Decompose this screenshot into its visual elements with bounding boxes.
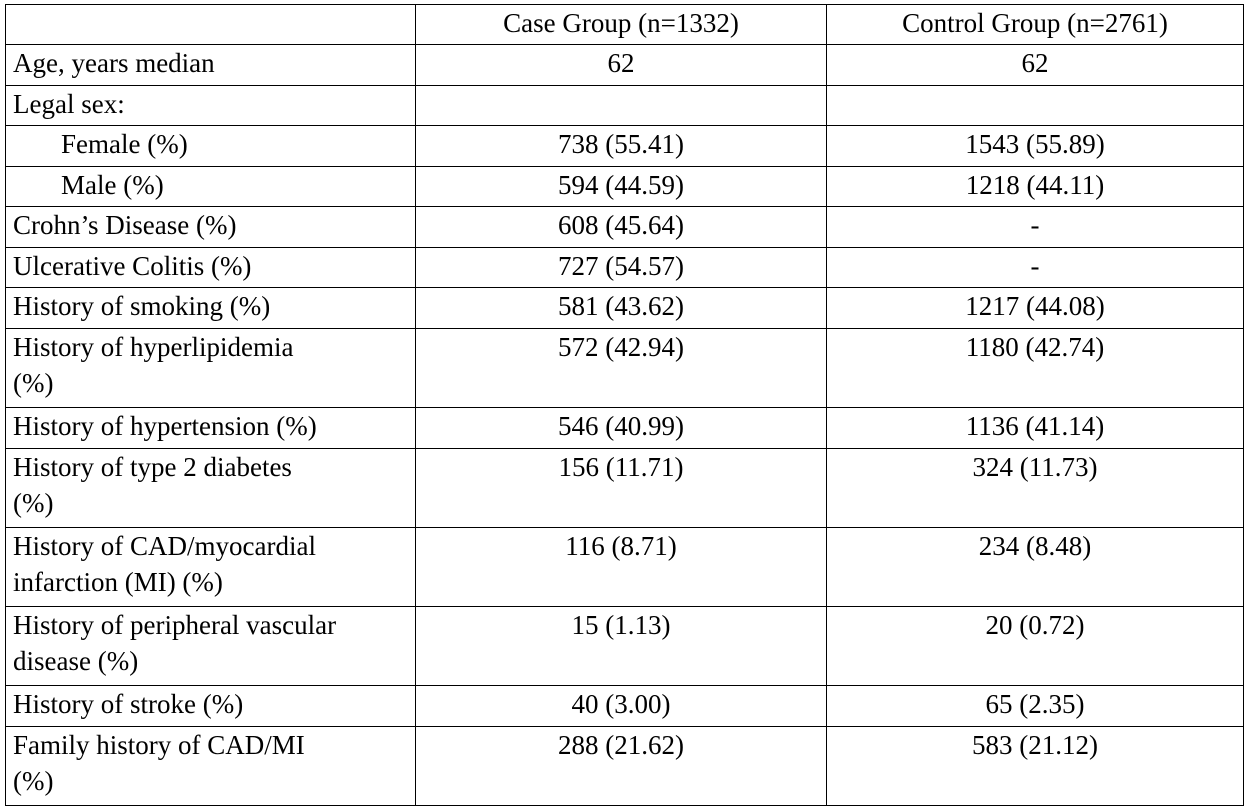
row-label-line: (%) xyxy=(13,368,54,398)
control-value: 1543 (55.89) xyxy=(826,125,1244,167)
row-label: Family history of CAD/MI (%) xyxy=(5,726,416,806)
table-row: Age, years median 62 62 xyxy=(5,44,1244,86)
case-value: 738 (55.41) xyxy=(415,125,827,167)
control-value: 234 (8.48) xyxy=(826,527,1244,607)
case-value: 156 (11.71) xyxy=(415,448,827,528)
row-label-line: History of CAD/myocardial xyxy=(13,531,316,561)
control-value: - xyxy=(826,206,1244,248)
row-label: Male (%) xyxy=(5,166,416,207)
row-label-line: History of hyperlipidemia xyxy=(13,332,294,362)
row-label: Age, years median xyxy=(5,44,416,86)
table-row: Male (%) 594 (44.59) 1218 (44.11) xyxy=(5,166,1244,207)
case-value: 546 (40.99) xyxy=(415,407,827,449)
case-value: 608 (45.64) xyxy=(415,206,827,248)
row-label-line: (%) xyxy=(13,766,54,796)
table-row: History of smoking (%) 581 (43.62) 1217 … xyxy=(5,287,1244,329)
row-label-line: History of peripheral vascular xyxy=(13,610,337,640)
row-label: History of stroke (%) xyxy=(5,685,416,727)
control-value: 1217 (44.08) xyxy=(826,287,1244,329)
control-value: 62 xyxy=(826,44,1244,86)
row-label: Crohn’s Disease (%) xyxy=(5,206,416,248)
table-row: History of hypertension (%) 546 (40.99) … xyxy=(5,407,1244,449)
demographics-table: Case Group (n=1332) Control Group (n=276… xyxy=(5,4,1244,806)
row-label: History of hypertension (%) xyxy=(5,407,416,449)
control-value: - xyxy=(826,247,1244,288)
table-row: Ulcerative Colitis (%) 727 (54.57) - xyxy=(5,247,1244,288)
row-label: History of smoking (%) xyxy=(5,287,416,329)
control-value xyxy=(826,85,1244,126)
case-value: 288 (21.62) xyxy=(415,726,827,806)
row-label: Ulcerative Colitis (%) xyxy=(5,247,416,288)
table-row: History of stroke (%) 40 (3.00) 65 (2.35… xyxy=(5,685,1244,727)
table-row: Family history of CAD/MI (%) 288 (21.62) … xyxy=(5,726,1244,806)
case-value: 594 (44.59) xyxy=(415,166,827,207)
case-value xyxy=(415,85,827,126)
case-value: 581 (43.62) xyxy=(415,287,827,329)
control-value: 324 (11.73) xyxy=(826,448,1244,528)
row-label: Legal sex: xyxy=(5,85,416,126)
row-label-line: disease (%) xyxy=(13,646,139,676)
row-label: History of CAD/myocardial infarction (MI)… xyxy=(5,527,416,607)
row-label: History of type 2 diabetes (%) xyxy=(5,448,416,528)
case-value: 40 (3.00) xyxy=(415,685,827,727)
control-value: 583 (21.12) xyxy=(826,726,1244,806)
table-row: Crohn’s Disease (%) 608 (45.64) - xyxy=(5,206,1244,248)
case-value: 116 (8.71) xyxy=(415,527,827,607)
row-label-line: infarction (MI) (%) xyxy=(13,567,223,597)
table-row: Female (%) 738 (55.41) 1543 (55.89) xyxy=(5,125,1244,167)
control-value: 65 (2.35) xyxy=(826,685,1244,727)
header-control-group: Control Group (n=2761) xyxy=(826,4,1244,45)
row-label-line: Family history of CAD/MI xyxy=(13,730,305,760)
row-label-line: History of type 2 diabetes xyxy=(13,452,292,482)
header-cell-empty xyxy=(5,4,416,45)
table-row: Legal sex: xyxy=(5,85,1244,126)
row-label: Female (%) xyxy=(5,125,416,167)
control-value: 20 (0.72) xyxy=(826,606,1244,686)
control-value: 1218 (44.11) xyxy=(826,166,1244,207)
row-label-line: (%) xyxy=(13,488,54,518)
header-case-group: Case Group (n=1332) xyxy=(415,4,827,45)
control-value: 1180 (42.74) xyxy=(826,328,1244,408)
case-value: 62 xyxy=(415,44,827,86)
table-row: History of peripheral vascular disease (%… xyxy=(5,606,1244,686)
table-row: History of CAD/myocardial infarction (MI)… xyxy=(5,527,1244,607)
row-label: History of peripheral vascular disease (%… xyxy=(5,606,416,686)
table-header-row: Case Group (n=1332) Control Group (n=276… xyxy=(5,4,1244,45)
control-value: 1136 (41.14) xyxy=(826,407,1244,449)
table-row: History of type 2 diabetes (%) 156 (11.71… xyxy=(5,448,1244,528)
case-value: 15 (1.13) xyxy=(415,606,827,686)
table-row: History of hyperlipidemia (%) 572 (42.94)… xyxy=(5,328,1244,408)
case-value: 572 (42.94) xyxy=(415,328,827,408)
case-value: 727 (54.57) xyxy=(415,247,827,288)
row-label: History of hyperlipidemia (%) xyxy=(5,328,416,408)
